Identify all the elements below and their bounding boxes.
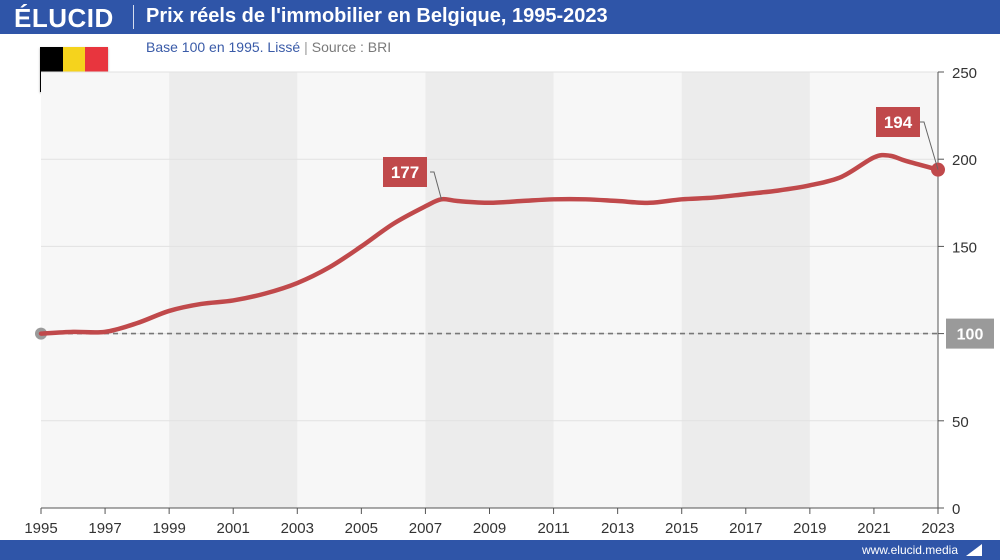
x-tick-label: 2015 xyxy=(665,520,698,537)
x-tick-label: 2007 xyxy=(409,520,442,537)
elucid-logo[interactable]: ÉLUCID xyxy=(14,3,114,33)
chart-subtitle: Base 100 en 1995. Lissé | Source : BRI xyxy=(146,39,391,55)
x-tick-label: 1999 xyxy=(152,520,185,537)
annotation-box xyxy=(383,157,427,187)
x-tick-label: 2017 xyxy=(729,520,762,537)
x-tick-label: 2005 xyxy=(345,520,378,537)
subtitle-text: Base 100 en 1995. Lissé xyxy=(146,39,301,55)
annotation-leader xyxy=(430,171,442,200)
subtitle-separator: | xyxy=(304,39,308,55)
annotation-label: 177 xyxy=(391,163,419,182)
y-tick-label: 250 xyxy=(952,65,977,82)
footer-url[interactable]: www.elucid.media xyxy=(861,543,958,557)
x-tick-label: 2011 xyxy=(537,520,569,537)
annotation-box xyxy=(876,107,920,137)
line-chart: 0 50 150 200 250 1995 1997 1999 2001 2003 2005 2007… xyxy=(24,65,994,537)
footer-bar: www.elucid.media xyxy=(0,540,1000,560)
header-divider xyxy=(133,5,134,29)
y-tick-label: 0 xyxy=(952,501,960,518)
x-tick-label: 2001 xyxy=(217,520,250,537)
y-tick-label: 150 xyxy=(952,239,977,256)
shaded-band xyxy=(681,72,810,508)
elucid-mark-icon xyxy=(966,544,982,556)
x-tick-label: 1997 xyxy=(88,520,121,537)
annotation-label: 194 xyxy=(884,113,913,132)
chart-title: Prix réels de l'immobilier en Belgique, … xyxy=(146,5,608,27)
x-tick-label: 1995 xyxy=(24,520,57,537)
x-tick-label: 2013 xyxy=(601,520,634,537)
header-bar: ÉLUCID Prix réels de l'immobilier en Bel… xyxy=(0,0,1000,34)
shaded-band xyxy=(425,72,554,508)
source-text: Source : BRI xyxy=(311,39,392,55)
x-tick-label: 2009 xyxy=(473,520,506,537)
x-tick-label: 2023 xyxy=(921,520,954,537)
y-tick-label: 50 xyxy=(952,414,969,431)
baseline-label: 100 xyxy=(957,327,984,344)
y-tick-label: 200 xyxy=(952,152,977,169)
series-line xyxy=(38,152,941,336)
x-tick-label: 2021 xyxy=(857,520,890,537)
annotation-leader xyxy=(920,121,939,170)
baseline-label-box xyxy=(946,318,994,349)
x-tick-label: 2019 xyxy=(793,520,826,537)
x-tick-label: 2003 xyxy=(281,520,314,537)
